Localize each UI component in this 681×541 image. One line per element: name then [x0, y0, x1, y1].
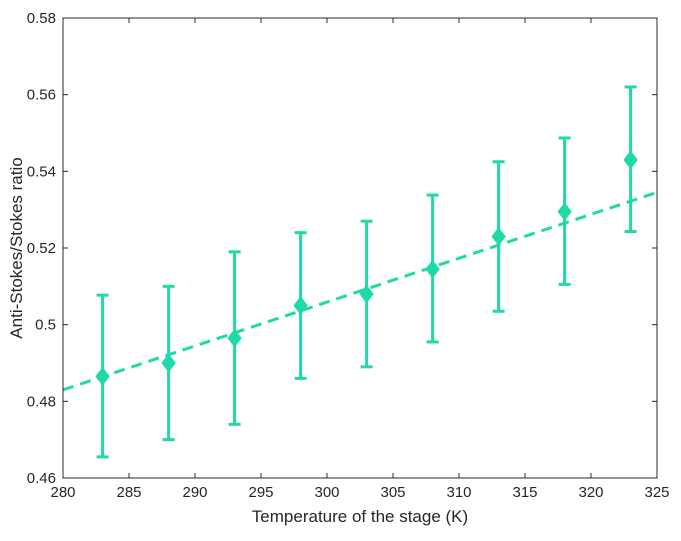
data-point-diamond	[623, 150, 638, 170]
data-point-diamond	[161, 353, 176, 373]
data-point-diamond	[359, 284, 374, 304]
y-tick-label: 0.58	[27, 10, 56, 27]
fit-line-layer	[62, 190, 658, 392]
y-tick-label: 0.46	[27, 470, 56, 487]
data-point-diamond	[425, 259, 440, 279]
x-tick-label: 300	[314, 484, 339, 501]
error-bar-layer	[96, 85, 637, 459]
data-point-diamond	[95, 367, 110, 386]
y-axis-title: Anti-Stokes/Stokes ratio	[7, 157, 26, 338]
y-tick-label: 0.48	[27, 393, 56, 410]
data-point-diamond	[227, 328, 242, 348]
y-tick-label: 0.56	[27, 87, 56, 104]
x-tick-label: 290	[182, 484, 207, 501]
data-point-diamond	[557, 202, 572, 221]
x-axis-title: Temperature of the stage (K)	[252, 507, 468, 526]
x-tick-label: 310	[446, 484, 471, 501]
x-tick-label: 320	[578, 484, 603, 501]
x-tick-label: 285	[116, 484, 141, 501]
tick-layer: 280 285 290 295 300 305 310 315 320 325 0.46 0.48 0.…	[27, 10, 670, 501]
plot-frame	[62, 17, 658, 479]
data-point-diamond	[491, 227, 506, 246]
x-tick-label: 315	[512, 484, 537, 501]
y-tick-label: 0.54	[27, 163, 56, 180]
x-tick-label: 305	[380, 484, 405, 501]
x-tick-label: 295	[248, 484, 273, 501]
y-tick-label: 0.52	[27, 240, 56, 257]
x-tick-label: 325	[644, 484, 669, 501]
x-tick-label: 280	[50, 484, 75, 501]
fit-line	[62, 190, 658, 392]
y-tick-label: 0.5	[35, 317, 56, 334]
data-point-diamond	[293, 296, 308, 315]
marker-layer	[95, 150, 638, 386]
